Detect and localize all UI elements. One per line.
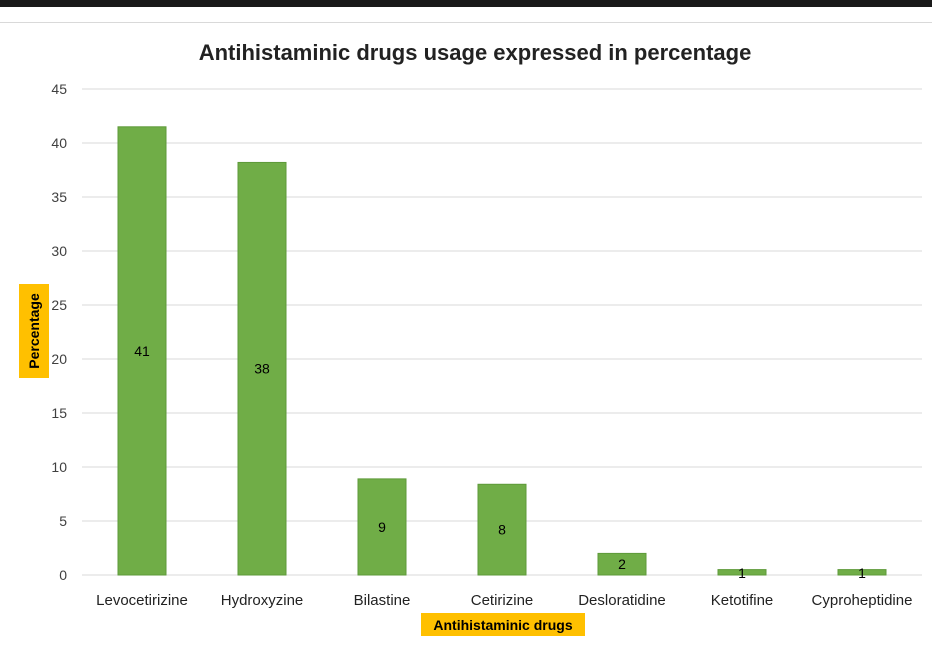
data-label: 41: [134, 343, 150, 359]
y-axis-title: Percentage: [19, 284, 49, 378]
y-axis-title-text: Percentage: [26, 293, 42, 369]
y-tick-label: 5: [59, 513, 67, 529]
data-label: 38: [254, 361, 270, 377]
bar: [117, 126, 167, 576]
y-axis-title-bg: [19, 284, 49, 378]
y-tick-label: 15: [51, 405, 67, 421]
x-tick-label: Hydroxyzine: [221, 592, 304, 609]
x-tick-label: Cyproheptidine: [812, 592, 913, 609]
y-tick-label: 10: [51, 459, 67, 475]
x-tick-label: Levocetirizine: [96, 592, 188, 609]
x-tick-label: Ketotifine: [711, 592, 774, 609]
x-tick-label: Bilastine: [354, 592, 411, 609]
y-axis-ticks: 0 5 10 15 20 25 30 35 40 45: [51, 81, 67, 583]
bars: 41 38 9 8 2 1 1: [117, 126, 887, 581]
chart-title: Antihistaminic drugs usage expressed in …: [199, 40, 752, 65]
y-tick-label: 35: [51, 189, 67, 205]
top-border: [0, 0, 932, 7]
bar: [237, 161, 287, 576]
data-label: 1: [858, 565, 866, 581]
x-axis-title-text: Antihistaminic drugs: [433, 617, 572, 633]
bar: [717, 569, 767, 576]
data-label: 9: [378, 519, 386, 535]
top-rule: [0, 22, 932, 23]
y-tick-label: 0: [59, 567, 67, 583]
x-tick-label: Desloratidine: [578, 592, 666, 609]
bar: [597, 552, 647, 576]
data-label: 1: [738, 565, 746, 581]
x-tick-label: Cetirizine: [471, 592, 534, 609]
y-tick-label: 45: [51, 81, 67, 97]
x-axis-categories: Levocetirizine Hydroxyzine Bilastine Cetiri…: [96, 592, 912, 609]
bar: [357, 478, 407, 576]
y-tick-label: 40: [51, 135, 67, 151]
x-axis-title: Antihistaminic drugs: [421, 613, 585, 636]
y-tick-label: 25: [51, 297, 67, 313]
x-axis-title-bg: [421, 613, 585, 636]
bar: [837, 569, 887, 576]
data-label: 2: [618, 556, 626, 572]
data-label: 8: [498, 522, 506, 538]
bar: [477, 483, 527, 576]
y-tick-label: 30: [51, 243, 67, 259]
y-tick-label: 20: [51, 351, 67, 367]
